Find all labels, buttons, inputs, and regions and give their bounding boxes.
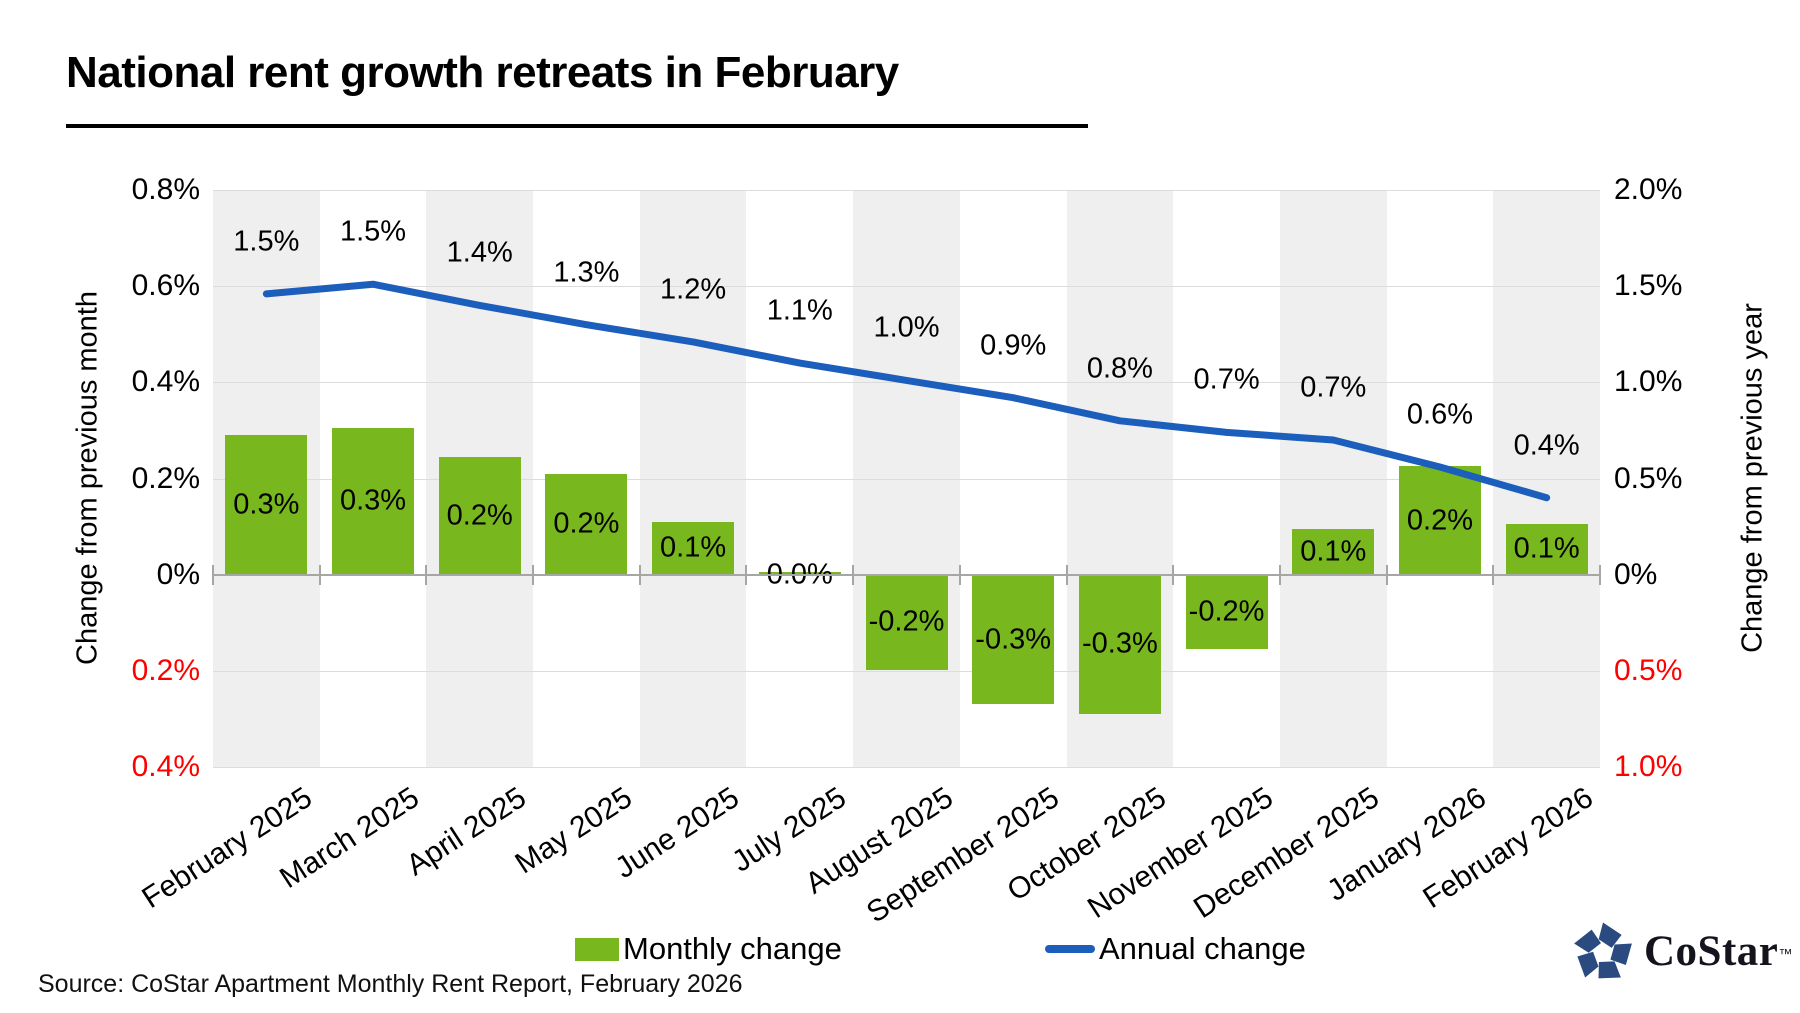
- monthly-bar: [1398, 466, 1481, 575]
- costar-trademark: ™: [1778, 945, 1793, 962]
- left-axis-tick-label: 0%: [156, 557, 200, 591]
- line-value-label: 0.7%: [1193, 363, 1260, 396]
- chart-title: National rent growth retreats in Februar…: [66, 48, 899, 97]
- category-axis-tick: [852, 564, 855, 585]
- monthly-bar: [1185, 574, 1268, 650]
- right-axis-title: Change from previous year: [1736, 303, 1769, 653]
- category-axis-tick: [1492, 564, 1495, 585]
- category-axis-tick: [1385, 564, 1388, 585]
- bar-value-label: -0.2%: [868, 605, 945, 638]
- bar-value-label: 0.3%: [233, 488, 300, 521]
- right-axis-tick-label: 0%: [1614, 557, 1658, 591]
- x-axis-label: February 2026: [1416, 781, 1599, 915]
- category-axis-tick: [1278, 564, 1281, 585]
- line-value-label: 0.6%: [1406, 398, 1474, 431]
- gridline: [213, 767, 1600, 768]
- monthly-bar: [1078, 574, 1161, 715]
- bar-value-label: 0.1%: [1513, 532, 1580, 565]
- monthly-bar: [1505, 524, 1588, 575]
- line-value-label: 1.3%: [553, 256, 620, 289]
- legend-item-monthly: Monthly change: [575, 931, 842, 967]
- monthly-bar: [1292, 528, 1375, 575]
- monthly-bar: [225, 435, 308, 575]
- left-axis-tick-label: 0.2%: [131, 653, 200, 687]
- category-axis-tick: [1599, 564, 1601, 585]
- line-value-label: 1.0%: [873, 311, 940, 344]
- costar-star-icon: [1574, 922, 1632, 979]
- annual-change-swatch-icon: [1045, 945, 1095, 953]
- left-axis-tick-label: 0.4%: [131, 365, 200, 399]
- annual-change-line: [262, 280, 1551, 502]
- plot-area: 0.3% 0.3% 0.2% 0.2% 0.1% 0.0% -0.2% -0.3% -0.3% -…: [212, 190, 1601, 768]
- legend-label-monthly: Monthly change: [623, 931, 842, 966]
- monthly-bar: [865, 574, 948, 670]
- right-axis-tick-label: 2.0%: [1614, 173, 1683, 206]
- legend-item-annual: Annual change: [1045, 931, 1306, 967]
- line-value-label: 1.2%: [660, 273, 727, 306]
- line-value-label: 1.5%: [233, 225, 300, 258]
- line-value-label: 0.7%: [1300, 371, 1367, 404]
- right-axis-tick-label: 1.0%: [1614, 750, 1683, 783]
- left-axis-title: Change from previous month: [71, 291, 104, 665]
- monthly-change-swatch-icon: [575, 937, 619, 961]
- bar-value-label: -0.3%: [975, 623, 1052, 656]
- monthly-bar: [438, 456, 521, 575]
- bar-value-label: 0.1%: [660, 531, 727, 564]
- bar-value-label: 0.1%: [1300, 535, 1367, 568]
- category-axis-tick: [532, 564, 535, 585]
- line-value-label: 1.4%: [446, 236, 513, 269]
- category-axis-tick: [1065, 564, 1068, 585]
- legend: Monthly change Annual change: [0, 926, 1800, 966]
- line-value-label: 0.4%: [1513, 429, 1580, 462]
- right-axis-tick-label: 0.5%: [1614, 461, 1683, 495]
- gridline: [213, 286, 1600, 288]
- monthly-bar: [332, 428, 415, 575]
- zero-axis-line: [213, 573, 1600, 576]
- monthly-bar: [758, 572, 841, 575]
- gridline: [213, 670, 1600, 672]
- right-axis-tick-label: 1.5%: [1614, 269, 1683, 303]
- category-axis-tick: [638, 564, 641, 585]
- left-axis-tick-label: 0.6%: [131, 269, 200, 303]
- category-axis-tick: [1172, 564, 1175, 585]
- left-axis-tick-label: 0.8%: [131, 173, 200, 206]
- bar-value-label: -0.3%: [1081, 627, 1158, 660]
- legend-label-annual: Annual change: [1099, 931, 1306, 966]
- gridline: [213, 478, 1600, 480]
- line-value-label: 0.9%: [980, 329, 1047, 362]
- monthly-bar: [652, 521, 735, 575]
- category-axis-tick: [958, 564, 961, 585]
- line-value-label: 1.1%: [766, 294, 833, 327]
- title-underline: [66, 124, 1088, 128]
- monthly-bar: [972, 574, 1055, 705]
- costar-logo: CoStar™: [1572, 920, 1792, 982]
- monthly-bar: [545, 473, 628, 575]
- bar-value-label: 0.3%: [339, 484, 407, 517]
- source-note: Source: CoStar Apartment Monthly Rent Re…: [38, 970, 743, 998]
- right-axis-tick-label: 0.5%: [1614, 653, 1683, 687]
- bar-value-label: 0.2%: [1406, 504, 1474, 537]
- category-axis-tick: [318, 564, 321, 585]
- right-axis-tick-label: 1.0%: [1614, 365, 1683, 399]
- bar-value-label: 0.2%: [446, 499, 513, 532]
- left-axis-tick-label: 0.4%: [131, 750, 200, 783]
- left-axis-tick-label: 0.2%: [131, 461, 200, 495]
- gridline: [213, 190, 1600, 191]
- costar-logo-text: CoStar: [1644, 927, 1779, 975]
- bar-value-label: 0.2%: [553, 507, 620, 540]
- bar-value-label: -0.2%: [1188, 595, 1265, 628]
- category-axis-tick: [745, 564, 748, 585]
- line-value-label: 0.8%: [1086, 352, 1153, 385]
- category-axis-tick: [425, 564, 428, 585]
- category-axis-tick: [212, 564, 214, 585]
- line-value-label: 1.5%: [339, 215, 407, 248]
